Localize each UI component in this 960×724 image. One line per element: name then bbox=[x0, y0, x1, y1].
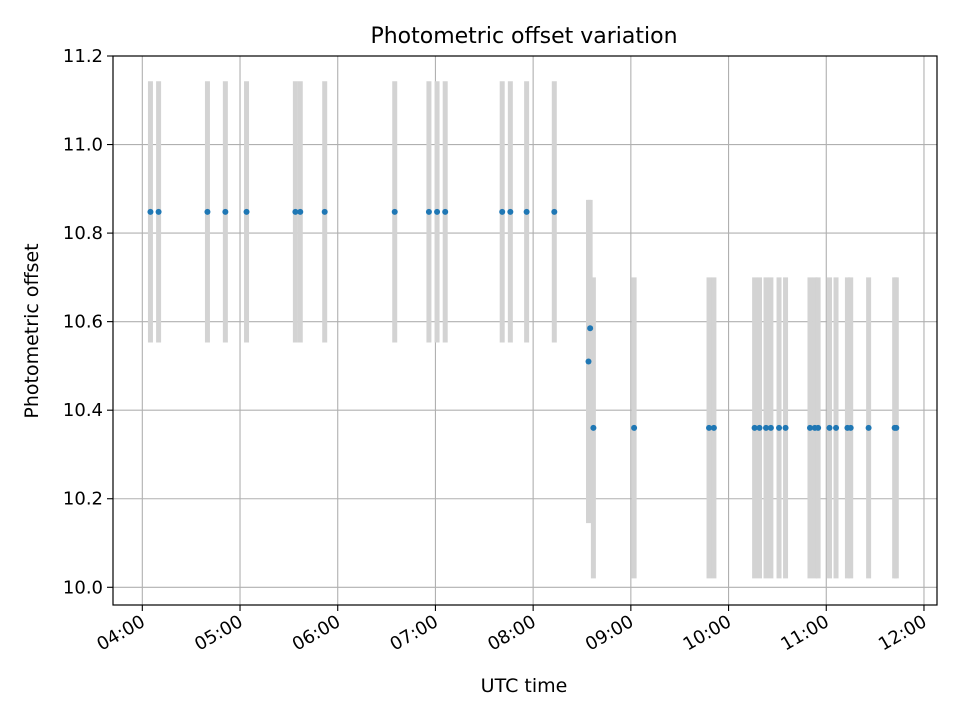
data-point bbox=[833, 424, 840, 431]
y-tick-label: 10.8 bbox=[63, 223, 103, 244]
y-tick-label: 10.4 bbox=[63, 400, 103, 421]
x-axis-label: UTC time bbox=[481, 675, 568, 697]
data-point bbox=[499, 208, 506, 215]
data-points bbox=[147, 208, 900, 431]
data-point bbox=[587, 325, 594, 332]
data-point bbox=[243, 208, 250, 215]
data-point bbox=[767, 424, 774, 431]
chart-title: Photometric offset variation bbox=[370, 24, 677, 49]
data-point bbox=[551, 208, 558, 215]
data-point bbox=[590, 424, 597, 431]
data-point bbox=[782, 424, 789, 431]
data-point bbox=[847, 424, 854, 431]
data-point bbox=[710, 424, 717, 431]
data-point bbox=[893, 424, 900, 431]
data-point bbox=[631, 424, 638, 431]
data-point bbox=[222, 208, 229, 215]
y-tick-label: 10.2 bbox=[63, 489, 103, 510]
y-tick-label: 10.6 bbox=[63, 312, 103, 333]
data-point bbox=[292, 208, 299, 215]
data-point bbox=[585, 358, 592, 365]
data-point bbox=[865, 424, 872, 431]
y-tick-label: 11.0 bbox=[63, 135, 103, 156]
y-tick-label: 10.0 bbox=[63, 577, 103, 598]
data-point bbox=[147, 208, 154, 215]
data-point bbox=[806, 424, 813, 431]
data-point bbox=[391, 208, 398, 215]
data-point bbox=[204, 208, 211, 215]
data-point bbox=[425, 208, 432, 215]
data-point bbox=[706, 424, 713, 431]
plot-frame bbox=[112, 55, 938, 606]
y-axis-ticks: 10.0 10.2 10.4 10.6 10.8 11.0 11.2 bbox=[63, 46, 113, 598]
data-point bbox=[751, 424, 758, 431]
data-point bbox=[434, 208, 441, 215]
data-point bbox=[776, 424, 783, 431]
data-point bbox=[826, 424, 833, 431]
data-point bbox=[297, 208, 304, 215]
y-tick-label: 11.2 bbox=[63, 46, 103, 67]
data-point bbox=[756, 424, 763, 431]
data-point bbox=[321, 208, 328, 215]
data-point bbox=[763, 424, 770, 431]
y-axis-label: Photometric offset bbox=[21, 243, 43, 418]
data-point bbox=[507, 208, 514, 215]
data-point bbox=[442, 208, 449, 215]
data-point bbox=[815, 424, 822, 431]
data-point bbox=[523, 208, 530, 215]
data-point bbox=[155, 208, 162, 215]
